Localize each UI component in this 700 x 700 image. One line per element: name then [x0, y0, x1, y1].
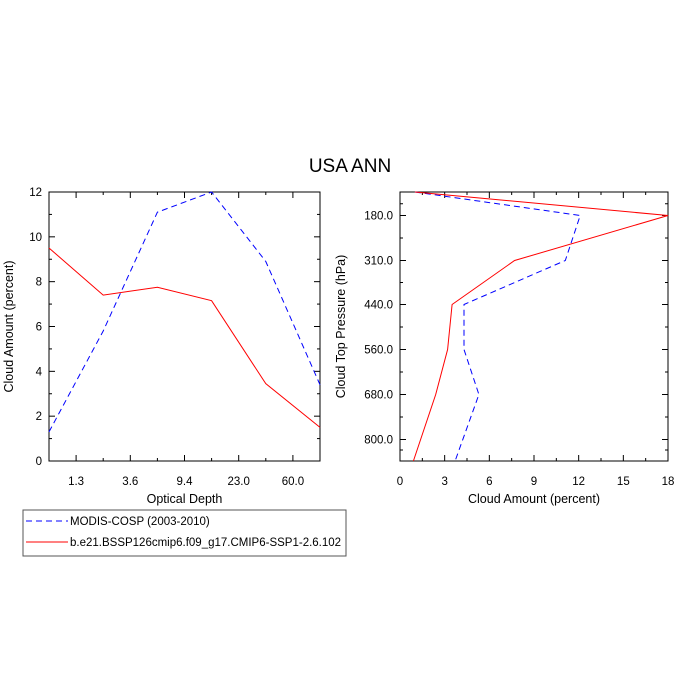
right-series-model-line	[412, 191, 669, 462]
left-x-tick-label: 23.0	[228, 476, 250, 488]
legend-label-modis: MODIS-COSP (2003-2010)	[70, 516, 210, 528]
left-y-tick-label: 0	[36, 456, 42, 468]
right-plot-frame	[399, 191, 669, 462]
legend-label-model: b.e21.BSSP126cmip6.f09_g17.CMIP6-SSP1-2.…	[70, 537, 341, 549]
left-x-tick-label: 60.0	[282, 476, 304, 488]
right-y-axis-label: Cloud Top Pressure (hPa)	[334, 255, 348, 399]
left-x-tick-label: 3.6	[122, 476, 138, 488]
legend: MODIS-COSP (2003-2010) b.e21.BSSP126cmip…	[22, 509, 347, 557]
left-plot-frame	[48, 191, 321, 462]
left-x-axis-label: Optical Depth	[147, 492, 223, 506]
left-y-tick-label: 2	[36, 411, 42, 423]
right-y-tick-label: 800.0	[364, 435, 393, 447]
figure-title: USA ANN	[309, 156, 391, 177]
right-x-tick-label: 0	[397, 476, 403, 488]
right-x-tick-label: 18	[662, 476, 675, 488]
right-y-tick-label: 310.0	[364, 256, 393, 268]
legend-box	[22, 509, 347, 557]
right-panel-cloud-top-pressure: 180.0 310.0 440.0 560.0 680.0 800.0 0 3 6 9 12 15 18…	[334, 191, 675, 506]
right-x-tick-label: 15	[617, 476, 630, 488]
left-panel-optical-depth: 0 2 4 6 8 10 12 1.3 3.6 9.4 23.0 60.0 Optical Depth C…	[2, 187, 321, 506]
left-y-tick-label: 10	[29, 232, 42, 244]
right-x-tick-label: 6	[486, 476, 492, 488]
left-y-tick-label: 8	[36, 277, 42, 289]
right-x-tick-label: 3	[441, 476, 447, 488]
right-y-tick-label: 180.0	[364, 211, 393, 223]
right-x-tick-label: 9	[531, 476, 537, 488]
right-x-tick-label: 12	[572, 476, 585, 488]
left-y-tick-label: 12	[29, 187, 42, 199]
left-x-tick-label: 1.3	[68, 476, 84, 488]
left-y-axis-label: Cloud Amount (percent)	[2, 260, 16, 392]
left-series-modis-line	[48, 191, 321, 433]
right-y-tick-label: 560.0	[364, 345, 393, 357]
left-y-tick-label: 6	[36, 322, 42, 334]
left-x-tick-label: 9.4	[177, 476, 194, 488]
right-y-tick-label: 440.0	[364, 300, 393, 312]
left-series-model-line	[48, 247, 321, 428]
right-y-tick-label: 680.0	[364, 390, 393, 402]
right-series-modis-line	[414, 191, 581, 462]
left-y-tick-label: 4	[36, 366, 43, 378]
right-x-axis-label: Cloud Amount (percent)	[468, 492, 600, 506]
